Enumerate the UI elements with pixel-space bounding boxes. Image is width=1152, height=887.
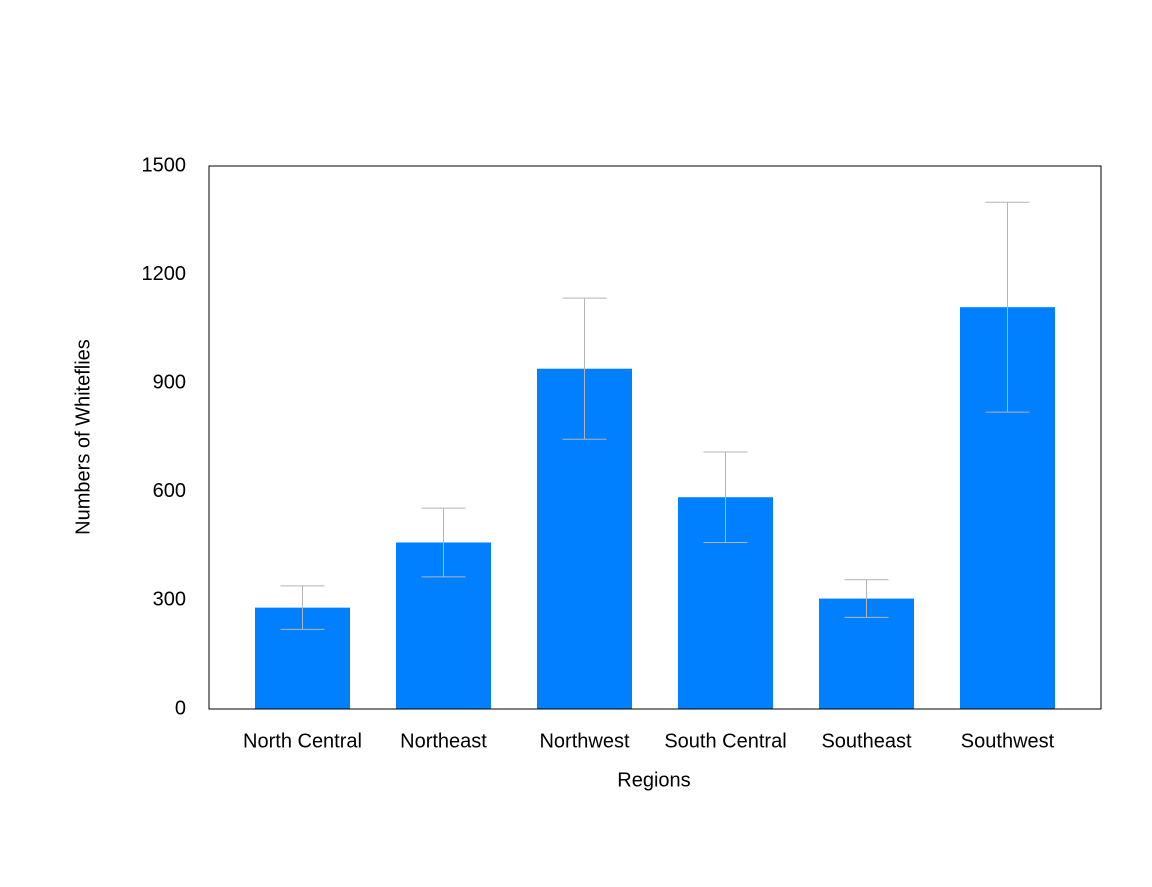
error-bar	[703, 451, 748, 543]
y-tick-label: 900	[153, 371, 186, 393]
error-bar	[985, 201, 1030, 413]
plot-frame	[208, 165, 1102, 710]
y-tick-label: 1500	[142, 154, 187, 176]
x-tick-label: Southeast	[821, 730, 912, 752]
x-tick-label: Southwest	[961, 730, 1055, 752]
error-bar	[562, 297, 607, 440]
y-axis-title: Numbers of Whiteflies	[72, 339, 94, 535]
x-tick-label: Northeast	[400, 730, 487, 752]
y-tick-label: 600	[153, 480, 186, 502]
x-tick-label: North Central	[243, 730, 362, 752]
x-tick-label: Northwest	[539, 730, 629, 752]
error-bar	[844, 579, 889, 618]
y-tick-label: 300	[153, 589, 186, 611]
x-axis-title: Regions	[617, 769, 690, 791]
error-bar	[280, 585, 325, 630]
error-bar	[421, 507, 466, 578]
y-tick-label: 1200	[142, 263, 187, 285]
y-tick-label: 0	[175, 697, 186, 719]
x-tick-label: South Central	[664, 730, 786, 752]
